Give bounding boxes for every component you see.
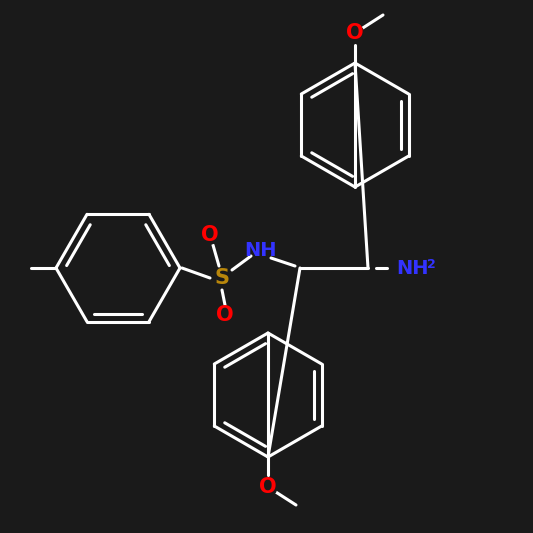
Text: O: O [201,225,219,245]
Text: S: S [214,268,230,288]
Text: O: O [346,23,364,43]
Text: NH: NH [245,240,277,260]
Text: 2: 2 [426,257,435,271]
Text: O: O [259,477,277,497]
Text: NH: NH [397,259,429,278]
Text: O: O [216,305,234,325]
